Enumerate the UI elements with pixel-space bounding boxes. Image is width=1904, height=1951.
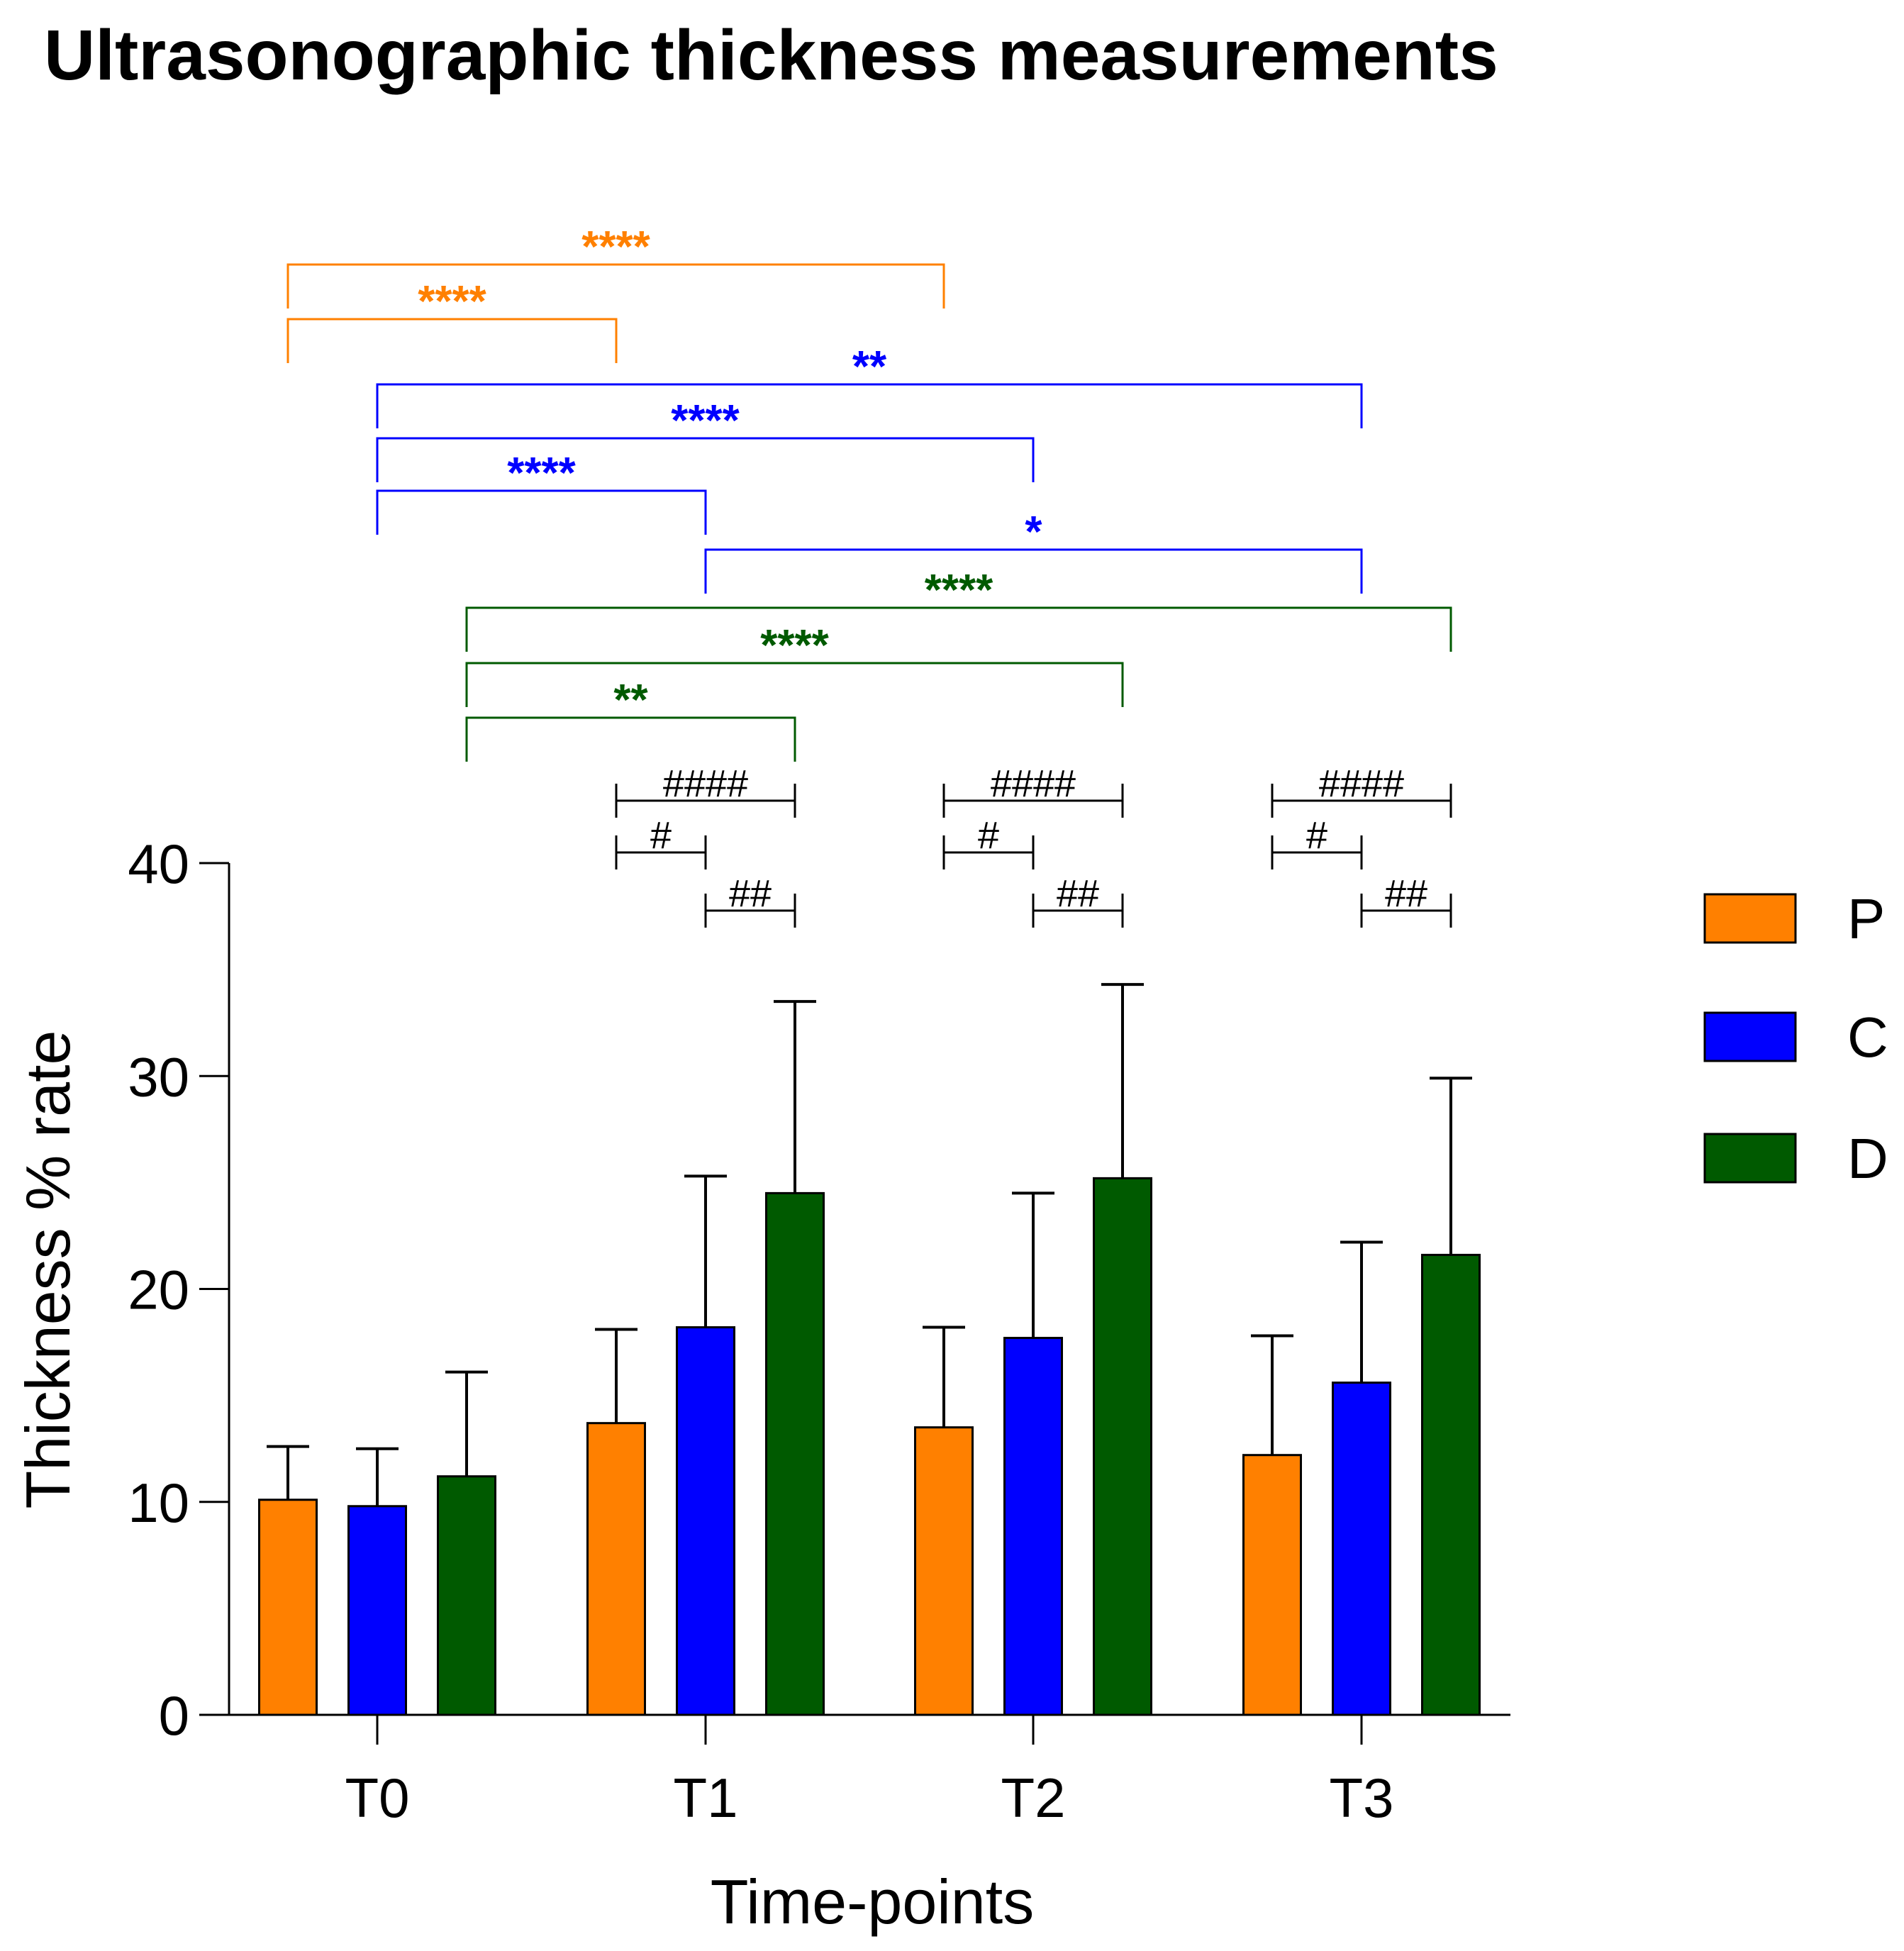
- bracket-D-T0-T1-label: **: [613, 676, 648, 725]
- bracket-C-T0-T1: [376, 489, 707, 535]
- hash-bracket-T1-P-D: [615, 784, 796, 818]
- bracket-C-T0-T2: [376, 437, 1035, 482]
- significance-layer: *****************************###########…: [286, 223, 1452, 928]
- bracket-P-T0-T1-label: ****: [418, 277, 486, 326]
- legend-swatch-D: [1703, 1133, 1797, 1184]
- bars-layer: [258, 983, 1481, 1716]
- x-tick-label-T3: T3: [1329, 1767, 1393, 1829]
- bracket-C-T0-T3-label: **: [852, 343, 887, 391]
- hash-bracket-T2-P-C: [942, 835, 1035, 869]
- bracket-D-T0-T2-label: ****: [760, 621, 829, 670]
- bar-P-T2: [914, 1426, 974, 1716]
- bracket-D-T0-T3: [465, 606, 1452, 652]
- hash-bracket-T1-P-D-label: ####: [663, 762, 748, 805]
- hash-bracket-T1-C-D-label: ##: [729, 872, 772, 915]
- bracket-C-T1-T3: [704, 548, 1363, 594]
- hash-bracket-T3-C-D-label: ##: [1385, 872, 1427, 915]
- hash-bracket-T3-P-D-label: ####: [1319, 762, 1404, 805]
- hash-bracket-T1-C-D: [704, 894, 796, 928]
- hash-bracket-T3-C-D: [1360, 894, 1452, 928]
- bracket-P-T0-T1: [286, 318, 618, 363]
- legend-label-C: C: [1847, 1006, 1888, 1069]
- bar-C-T3: [1332, 1382, 1391, 1716]
- hash-bracket-T3-P-C: [1271, 835, 1363, 869]
- legend-swatch-C: [1703, 1011, 1797, 1062]
- hash-bracket-T3-P-C-label: #: [1306, 814, 1327, 857]
- hash-bracket-T2-P-D-label: ####: [991, 762, 1076, 805]
- y-tick-label-20: 20: [128, 1259, 189, 1321]
- hash-bracket-T2-P-C-label: #: [978, 814, 999, 857]
- y-axis-title: Thickness % rate: [13, 1030, 83, 1509]
- bar-D-T0: [437, 1475, 496, 1716]
- bracket-C-T1-T3-label: *: [1025, 508, 1042, 557]
- bar-P-T0: [258, 1499, 318, 1716]
- legend-label-D: D: [1847, 1127, 1888, 1190]
- bar-D-T2: [1093, 1177, 1152, 1716]
- x-axis-title: Time-points: [711, 1867, 1034, 1937]
- axes-layer: 0 10 20 30 40 T0 T1 T2 T3: [128, 833, 1510, 1829]
- y-tick-label-30: 30: [128, 1045, 189, 1108]
- bracket-D-T0-T2: [465, 662, 1124, 707]
- x-tick-label-T0: T0: [345, 1767, 409, 1829]
- hash-bracket-T3-P-D: [1271, 784, 1452, 818]
- bracket-D-T0-T1: [465, 716, 796, 762]
- bar-P-T1: [586, 1422, 646, 1716]
- y-tick-label-0: 0: [159, 1684, 189, 1747]
- legend-swatch-P: [1703, 893, 1797, 944]
- bracket-C-T0-T2-label: ****: [671, 396, 740, 445]
- hash-bracket-T2-P-D: [942, 784, 1124, 818]
- x-tick-label-T1: T1: [673, 1767, 737, 1829]
- hash-bracket-T2-C-D-label: ##: [1057, 872, 1099, 915]
- bar-C-T0: [347, 1505, 407, 1716]
- hash-bracket-T1-P-C-label: #: [650, 814, 672, 857]
- bracket-C-T0-T3: [376, 383, 1363, 428]
- bar-D-T1: [765, 1191, 825, 1716]
- legend: PCD: [1703, 887, 1888, 1190]
- y-tick-label-40: 40: [128, 833, 189, 895]
- bar-C-T2: [1003, 1337, 1063, 1716]
- legend-label-P: P: [1847, 887, 1885, 950]
- bracket-P-T0-T2: [286, 263, 945, 309]
- hash-bracket-T2-C-D: [1032, 894, 1124, 928]
- y-tick-label-10: 10: [128, 1472, 189, 1534]
- x-tick-label-T2: T2: [1001, 1767, 1065, 1829]
- bracket-P-T0-T2-label: ****: [581, 223, 650, 272]
- bar-C-T1: [676, 1326, 735, 1716]
- bracket-D-T0-T3-label: ****: [925, 566, 993, 615]
- bracket-C-T0-T1-label: ****: [507, 449, 576, 498]
- bar-P-T3: [1242, 1454, 1302, 1716]
- hash-bracket-T1-P-C: [615, 835, 707, 869]
- chart-title: Ultrasonographic thickness measurements: [44, 16, 1498, 95]
- bar-D-T3: [1421, 1253, 1481, 1716]
